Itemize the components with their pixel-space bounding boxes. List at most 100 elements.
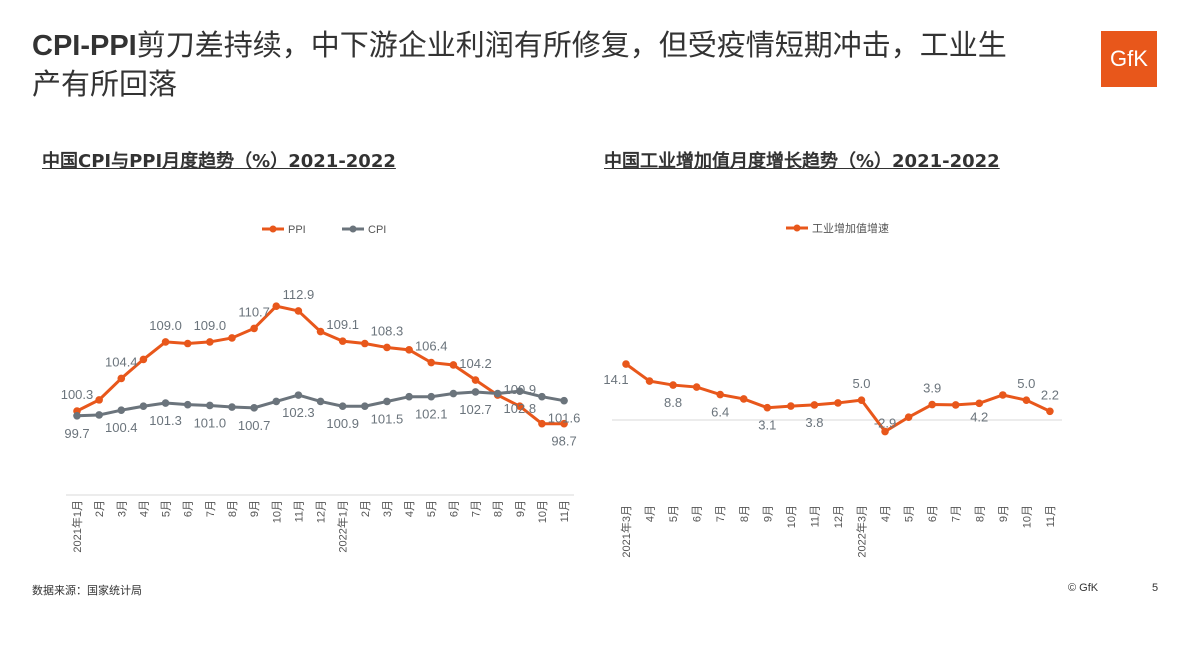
data-label: 109.0 [149,318,182,333]
title-bold: CPI-PPI [32,30,137,62]
legend-label: 工业增加值增速 [812,221,889,235]
data-point [427,358,436,367]
x-tick-label: 2022年3月 [855,505,869,558]
data-label: 101.3 [149,413,182,428]
data-point [449,389,458,398]
x-tick-label: 10月 [786,505,798,528]
data-label: 102.7 [459,402,492,417]
data-point [316,327,325,336]
data-point [405,392,413,401]
data-point [999,391,1007,399]
x-tick-label: 2月 [360,500,372,517]
x-tick-label: 12月 [833,505,845,528]
data-label: 100.9 [326,416,359,431]
data-label: 5.0 [852,376,870,391]
data-point [405,346,413,354]
data-point [516,387,524,395]
data-point [95,396,103,404]
x-tick-label: 2022年1月 [336,500,350,553]
data-point [560,419,568,428]
copyright: © GfK [1068,582,1099,594]
data-point [427,392,436,401]
legend-label: PPI [288,224,306,236]
legend-marker [269,225,277,233]
chart-title-industrial: 中国工业增加值月度增长趋势（%）2021-2022 [604,151,1000,172]
x-tick-label: 5月 [426,500,438,517]
data-label: 8.8 [664,395,682,410]
x-tick-label: 11月 [559,500,571,522]
legend-label: CPI [368,224,386,236]
data-point [471,376,480,384]
x-tick-label: 9月 [515,500,527,517]
data-label: 3.9 [923,381,941,396]
data-point [139,402,148,411]
data-point [361,339,369,348]
data-point [383,343,391,352]
x-tick-label: 7月 [715,505,727,522]
data-label: -2.9 [874,416,896,431]
data-point [161,399,170,407]
x-tick-label: 6月 [448,500,460,517]
data-label: 100.4 [105,420,138,435]
data-label: 14.1 [603,372,628,387]
x-tick-label: 2021年1月 [70,500,84,553]
x-tick-label: 5月 [161,500,173,517]
gfk-logo: GfK [1101,31,1157,87]
data-point [739,395,748,403]
data-label: 100.7 [238,418,271,433]
x-tick-label: 4月 [404,500,416,517]
x-tick-label: 9月 [249,500,261,517]
data-point [810,401,819,409]
x-tick-label: 3月 [116,500,128,517]
x-tick-label: 7月 [205,500,217,517]
page-number: 5 [1152,582,1159,594]
data-label: 101.5 [371,411,404,426]
data-point [471,388,480,396]
data-label: 109.1 [326,317,359,332]
data-label: 110.7 [238,304,270,319]
x-tick-label: 10月 [537,500,549,523]
data-label: 108.3 [371,323,404,338]
data-point [834,399,842,407]
x-tick-label: 8月 [493,500,505,517]
data-point [338,337,347,345]
data-point [183,400,192,409]
data-point [951,401,960,409]
data-label: 98.7 [551,434,576,449]
data-label: 104.4 [105,354,138,369]
data-point [1046,407,1054,416]
x-tick-label: 10月 [1021,505,1033,528]
data-point [139,355,148,364]
data-label: 102.3 [282,405,315,420]
x-tick-label: 2021年3月 [619,505,633,558]
data-point [338,402,347,411]
data-point [538,392,546,401]
x-tick-label: 11月 [293,500,305,522]
data-point [183,339,192,348]
data-point [206,338,214,346]
data-point [316,397,325,406]
x-tick-label: 4月 [138,500,150,517]
x-tick-label: 5月 [904,505,916,522]
x-tick-label: 11月 [1045,505,1057,527]
data-point [975,399,984,408]
x-tick-label: 2月 [94,500,106,517]
data-point [538,419,546,428]
x-tick-label: 4月 [645,505,657,522]
data-label: 99.7 [64,426,89,441]
x-tick-label: 6月 [927,505,939,522]
data-label: 112.9 [283,287,315,302]
data-point [272,302,281,310]
x-tick-label: 8月 [739,505,751,522]
legend-marker [349,225,357,233]
data-point [763,403,772,412]
data-point [560,396,568,405]
page-title: CPI-PPI剪刀差持续，中下游企业利润有所修复，但受疫情短期冲击，工业生产有所… [32,26,1032,103]
data-point [716,390,724,399]
data-label: 3.1 [758,418,776,433]
data-point [228,403,236,411]
title-rest: 剪刀差持续，中下游企业利润有所修复，但受疫情短期冲击，工业生产有所回落 [32,28,1007,101]
data-point [95,411,103,419]
data-point [361,402,369,411]
data-point [117,406,126,415]
